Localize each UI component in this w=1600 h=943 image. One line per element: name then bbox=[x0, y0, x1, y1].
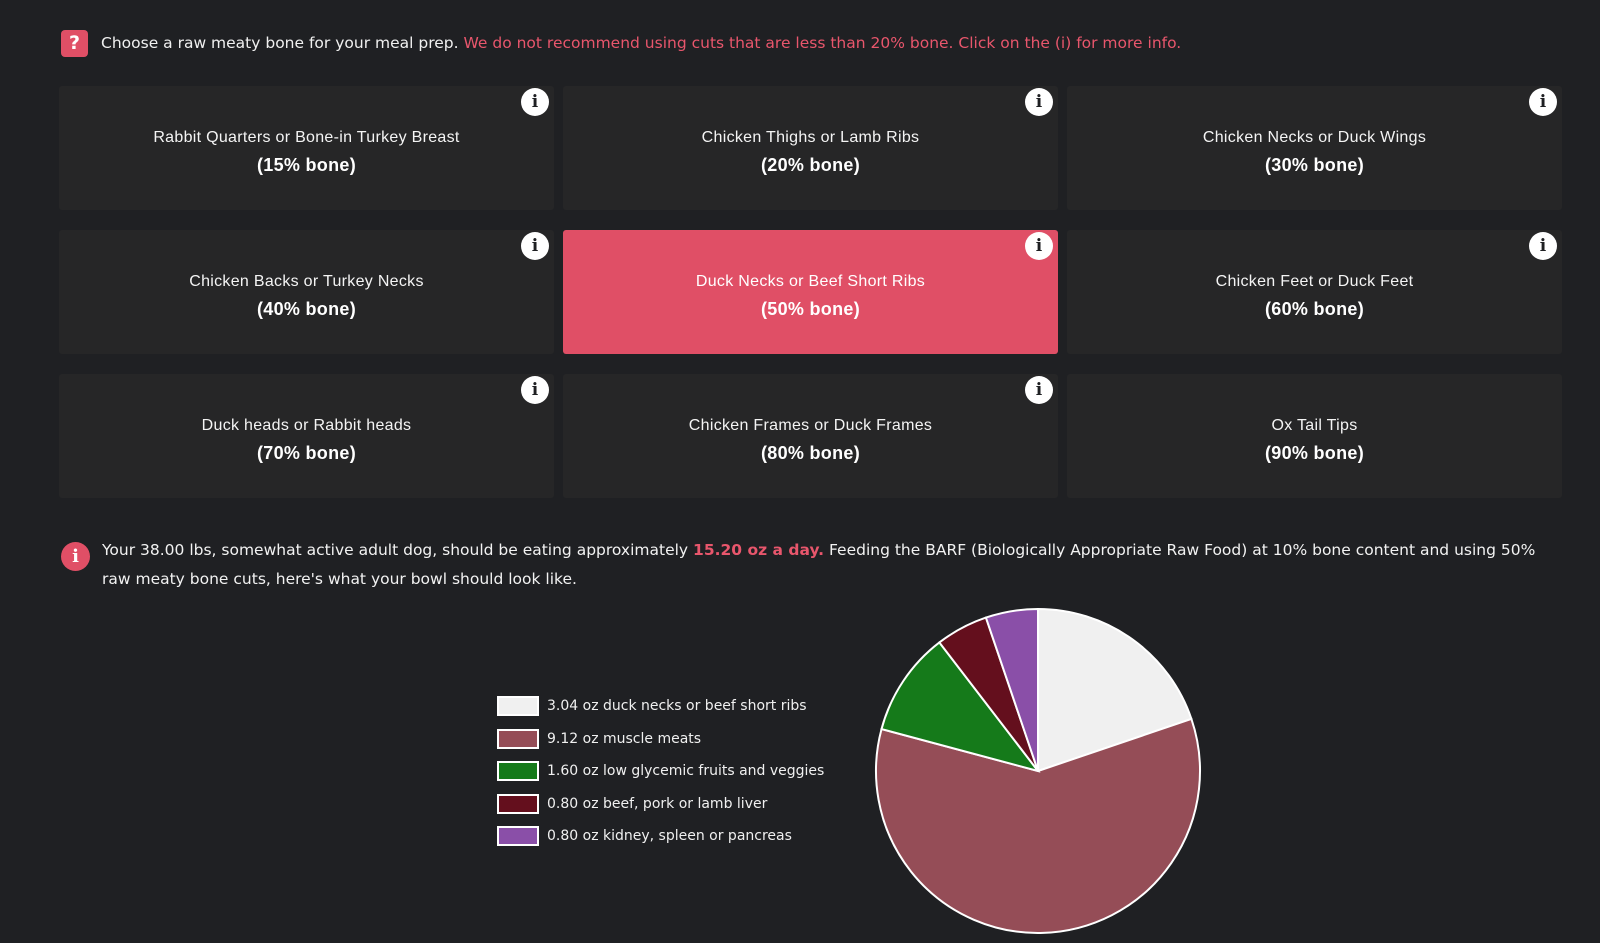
legend-label: 0.80 oz kidney, spleen or pancreas bbox=[547, 828, 792, 844]
info-icon[interactable]: i bbox=[1025, 88, 1053, 116]
notice-text: Choose a raw meaty bone for your meal pr… bbox=[101, 34, 459, 52]
info-icon[interactable]: i bbox=[1529, 88, 1557, 116]
option-name: Chicken Frames or Duck Frames bbox=[689, 417, 932, 435]
option-bone-percent: (80% bone) bbox=[761, 443, 860, 464]
option-name: Ox Tail Tips bbox=[1272, 417, 1358, 435]
bone-options-grid: Rabbit Quarters or Bone-in Turkey Breast… bbox=[59, 86, 1562, 498]
bone-choice-notice: ? Choose a raw meaty bone for your meal … bbox=[61, 30, 1551, 58]
legend-swatch bbox=[497, 826, 539, 846]
option-bone-percent: (60% bone) bbox=[1265, 299, 1364, 320]
legend-swatch bbox=[497, 729, 539, 749]
legend-label: 0.80 oz beef, pork or lamb liver bbox=[547, 796, 767, 812]
option-name: Chicken Feet or Duck Feet bbox=[1216, 273, 1414, 291]
legend-label: 9.12 oz muscle meats bbox=[547, 731, 701, 747]
bone-option-card[interactable]: Rabbit Quarters or Bone-in Turkey Breast… bbox=[59, 86, 554, 210]
option-bone-percent: (70% bone) bbox=[257, 443, 356, 464]
bone-choice-text: Choose a raw meaty bone for your meal pr… bbox=[101, 29, 1181, 58]
chart-legend: 3.04 oz duck necks or beef short ribs 9.1… bbox=[497, 690, 824, 853]
option-name: Duck heads or Rabbit heads bbox=[202, 417, 412, 435]
legend-item: 0.80 oz kidney, spleen or pancreas bbox=[497, 820, 824, 853]
legend-swatch bbox=[497, 794, 539, 814]
info-circle-icon: i bbox=[61, 542, 90, 571]
option-bone-percent: (15% bone) bbox=[257, 155, 356, 176]
bone-option-card[interactable]: Chicken Thighs or Lamb Ribs (20% bone) i bbox=[563, 86, 1058, 210]
info-icon[interactable]: i bbox=[1025, 376, 1053, 404]
option-name: Chicken Thighs or Lamb Ribs bbox=[702, 129, 920, 147]
info-icon[interactable]: i bbox=[521, 88, 549, 116]
feeding-info-text: Your 38.00 lbs, somewhat active adult do… bbox=[102, 536, 1551, 594]
bone-option-card[interactable]: Ox Tail Tips (90% bone) bbox=[1067, 374, 1562, 498]
bone-option-card[interactable]: Chicken Necks or Duck Wings (30% bone) i bbox=[1067, 86, 1562, 210]
option-bone-percent: (20% bone) bbox=[761, 155, 860, 176]
bowl-pie-chart bbox=[873, 606, 1203, 936]
bone-option-card[interactable]: Chicken Backs or Turkey Necks (40% bone) i bbox=[59, 230, 554, 354]
daily-amount: 15.20 oz a day. bbox=[693, 541, 824, 559]
option-name: Duck Necks or Beef Short Ribs bbox=[696, 273, 925, 291]
notice-warning: We do not recommend using cuts that are … bbox=[463, 34, 1181, 52]
option-bone-percent: (30% bone) bbox=[1265, 155, 1364, 176]
pie-svg bbox=[873, 606, 1203, 936]
legend-label: 3.04 oz duck necks or beef short ribs bbox=[547, 698, 807, 714]
feeding-info-notice: i Your 38.00 lbs, somewhat active adult … bbox=[61, 536, 1551, 594]
info-text-before: Your 38.00 lbs, somewhat active adult do… bbox=[102, 541, 688, 559]
option-bone-percent: (50% bone) bbox=[761, 299, 860, 320]
legend-item: 0.80 oz beef, pork or lamb liver bbox=[497, 788, 824, 821]
bone-option-card[interactable]: Duck Necks or Beef Short Ribs (50% bone) i bbox=[563, 230, 1058, 354]
option-name: Chicken Backs or Turkey Necks bbox=[189, 273, 424, 291]
option-name: Chicken Necks or Duck Wings bbox=[1203, 129, 1426, 147]
info-icon[interactable]: i bbox=[1025, 232, 1053, 260]
legend-label: 1.60 oz low glycemic fruits and veggies bbox=[547, 763, 824, 779]
legend-item: 1.60 oz low glycemic fruits and veggies bbox=[497, 755, 824, 788]
legend-swatch bbox=[497, 696, 539, 716]
info-icon[interactable]: i bbox=[521, 376, 549, 404]
info-icon[interactable]: i bbox=[1529, 232, 1557, 260]
option-bone-percent: (90% bone) bbox=[1265, 443, 1364, 464]
option-bone-percent: (40% bone) bbox=[257, 299, 356, 320]
bone-option-card[interactable]: Duck heads or Rabbit heads (70% bone) i bbox=[59, 374, 554, 498]
option-name: Rabbit Quarters or Bone-in Turkey Breast bbox=[153, 129, 459, 147]
bone-option-card[interactable]: Chicken Feet or Duck Feet (60% bone) i bbox=[1067, 230, 1562, 354]
question-icon: ? bbox=[61, 30, 88, 57]
legend-swatch bbox=[497, 761, 539, 781]
legend-item: 3.04 oz duck necks or beef short ribs bbox=[497, 690, 824, 723]
info-icon[interactable]: i bbox=[521, 232, 549, 260]
legend-item: 9.12 oz muscle meats bbox=[497, 723, 824, 756]
bone-option-card[interactable]: Chicken Frames or Duck Frames (80% bone) i bbox=[563, 374, 1058, 498]
